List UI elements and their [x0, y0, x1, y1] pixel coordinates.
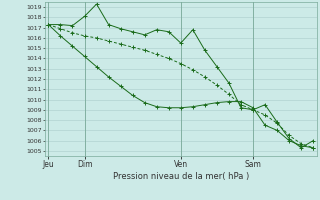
- X-axis label: Pression niveau de la mer( hPa ): Pression niveau de la mer( hPa ): [113, 172, 249, 181]
